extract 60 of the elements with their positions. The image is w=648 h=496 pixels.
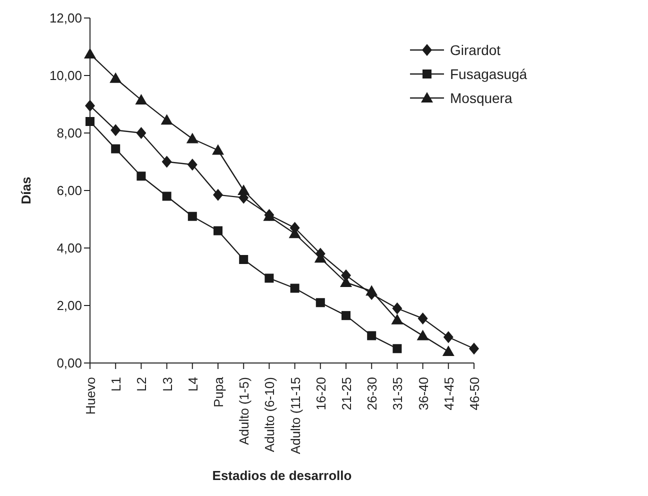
x-tick-label: 26-30 — [364, 377, 380, 410]
x-tick-label: Adulto (1-5) — [236, 377, 252, 445]
point — [136, 172, 146, 181]
point — [162, 192, 172, 201]
point — [367, 331, 376, 340]
point — [418, 312, 428, 324]
x-tick-label: L2 — [134, 377, 150, 392]
point — [86, 117, 94, 126]
point — [442, 346, 454, 356]
y-axis-title: Días — [18, 176, 34, 204]
point — [469, 342, 479, 355]
y-tick-label: 2,00 — [56, 298, 82, 314]
point — [214, 226, 222, 236]
x-tick-label: 46-50 — [467, 377, 482, 410]
x-tick-label: Huevo — [83, 377, 98, 415]
x-tick-label: 41-45 — [441, 377, 456, 410]
point — [443, 331, 454, 344]
x-tick-label: L3 — [160, 377, 175, 392]
y-tick-label: 12,00 — [49, 10, 82, 26]
x-tick-label: 16-20 — [313, 377, 328, 410]
x-tick-label: Adulto (6-10) — [262, 377, 278, 452]
point — [162, 156, 172, 168]
point — [213, 188, 223, 201]
y-tick-label: 0,00 — [56, 356, 82, 371]
x-tick-label: 31-35 — [390, 377, 406, 410]
point — [135, 94, 148, 104]
legend-label: Mosquera — [450, 90, 512, 106]
point — [110, 72, 122, 83]
point — [136, 127, 146, 139]
point — [342, 311, 350, 320]
point — [111, 144, 120, 154]
point — [110, 124, 121, 136]
point — [85, 100, 95, 112]
point — [187, 158, 198, 171]
y-tick-label: 6,00 — [56, 183, 82, 198]
point — [392, 344, 402, 354]
x-tick-label: L4 — [185, 377, 200, 392]
point — [186, 132, 198, 144]
legend-label: Fusagasugá — [450, 66, 528, 82]
y-tick-label: 4,00 — [56, 240, 82, 256]
x-tick-label: Pupa — [211, 376, 226, 408]
y-tick-label: 8,00 — [56, 126, 82, 141]
point — [392, 302, 402, 314]
x-axis-title: Estadios de desarrollo — [212, 468, 352, 483]
point — [416, 330, 429, 340]
point — [160, 114, 173, 125]
x-tick-label: 21-25 — [339, 377, 354, 410]
point — [84, 48, 96, 58]
point — [212, 144, 224, 155]
x-tick-label: Adulto (11-15 — [288, 377, 303, 454]
x-tick-label: L1 — [108, 377, 124, 392]
point — [391, 314, 404, 324]
point — [264, 274, 274, 283]
point — [239, 255, 248, 264]
x-tick-label: 36-40 — [416, 377, 431, 410]
point — [316, 298, 325, 308]
point — [290, 284, 300, 293]
legend-label: Girardot — [450, 42, 501, 58]
y-tick-label: 10,00 — [49, 68, 82, 84]
point — [188, 212, 197, 221]
